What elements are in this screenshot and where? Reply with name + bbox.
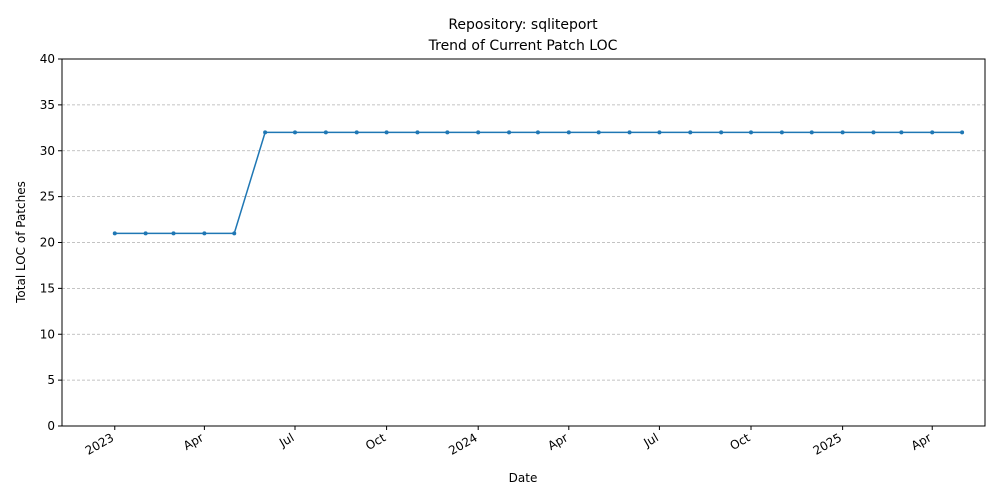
data-point [202,231,207,236]
data-point [899,130,904,135]
data-point [688,130,693,135]
data-point [445,130,450,135]
data-point [535,130,540,135]
data-point [354,130,359,135]
data-point [263,130,268,135]
data-point [323,130,328,135]
data-point [930,130,935,135]
data-point [840,130,845,135]
data-point [112,231,117,236]
data-point [566,130,571,135]
y-gridlines [62,104,985,381]
data-point [960,130,965,135]
x-tick-label: Jul [276,430,296,450]
y-tick-label: 5 [47,373,55,387]
data-point [657,130,662,135]
data-point [415,130,420,135]
y-tick-label: 25 [40,190,55,204]
y-axis-ticks: 0 5 10 15 20 25 30 35 40 [40,52,62,433]
data-point [779,130,784,135]
x-axis-label: Date [509,471,538,485]
chart-title-line2: Trend of Current Patch LOC [428,38,618,54]
chart-title-line1: Repository: sqliteport [448,17,598,33]
data-point [596,130,601,135]
y-axis-label: Total LOC of Patches [14,181,28,304]
data-point [232,231,237,236]
data-point [476,130,481,135]
data-point [719,130,724,135]
y-tick-label: 10 [40,327,55,341]
data-point [809,130,814,135]
plot-frame [61,58,986,427]
data-point [171,231,176,236]
x-tick-label: Jul [641,430,661,450]
data-point [507,130,512,135]
y-tick-label: 30 [40,144,55,158]
data-point [143,231,148,236]
data-point [292,130,297,135]
y-tick-label: 15 [40,281,55,295]
data-point [384,130,389,135]
data-point [627,130,632,135]
y-tick-label: 40 [40,52,55,66]
data-point [749,130,754,135]
y-tick-label: 0 [47,419,55,433]
y-tick-label: 35 [40,98,55,112]
y-tick-label: 20 [40,236,55,250]
series-group [112,130,965,236]
data-point [871,130,876,135]
